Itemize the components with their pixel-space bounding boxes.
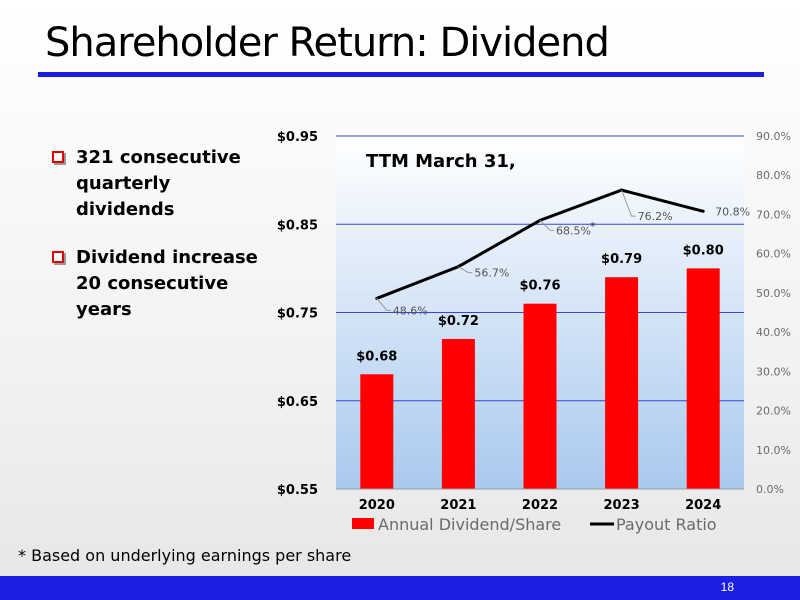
y-right-tick-label: 90.0% [756, 130, 791, 143]
x-tick-label: 2021 [440, 498, 476, 513]
checkbox-bullet-icon [52, 151, 64, 163]
line-data-label: 56.7% [474, 267, 509, 280]
line-data-label: 76.2% [638, 210, 673, 223]
line-data-label: 48.6% [393, 304, 428, 317]
footer-bar: 18 [0, 576, 800, 600]
y-right-tick-label: 70.0% [756, 208, 791, 221]
legend-label-dividend: Annual Dividend/Share [378, 515, 561, 534]
bullet-text: 321 consecutive quarterly dividends [76, 147, 241, 220]
bullet-item: Dividend increase 20 consecutive years [52, 245, 272, 323]
axes: $0.55 $0.65 $0.75 $0.85 $0.95 0.0% 10.0% 20.0% 3… [277, 130, 791, 513]
page-number: 18 [720, 580, 734, 594]
title-underline [38, 72, 764, 77]
chart-annotation: * [590, 220, 596, 233]
checkbox-bullet-icon [52, 251, 64, 263]
bar-data-label: $0.72 [438, 314, 479, 329]
bullet-text: Dividend increase 20 consecutive years [76, 247, 258, 320]
dividend-chart: $0.68 $0.72 $0.76 $0.79 $0.80 48.6% 56.7% 68.5%… [277, 130, 791, 534]
bar-data-label: $0.79 [601, 252, 642, 267]
x-tick-label: 2023 [604, 498, 640, 513]
y-left-tick-label: $0.85 [277, 218, 318, 233]
y-right-tick-label: 60.0% [756, 248, 791, 261]
bar-series [360, 268, 720, 489]
x-tick-label: 2024 [685, 498, 721, 513]
legend: Annual Dividend/Share Payout Ratio [352, 515, 717, 534]
legend-label-payout: Payout Ratio [616, 515, 717, 534]
y-left-tick-label: $0.55 [277, 483, 318, 498]
y-right-tick-label: 40.0% [756, 326, 791, 339]
legend-swatch-dividend [352, 518, 374, 529]
bar [360, 374, 394, 489]
y-right-tick-label: 20.0% [756, 405, 791, 418]
label-leader-line [458, 266, 473, 274]
bullet-item: 321 consecutive quarterly dividends [52, 145, 272, 223]
y-left-tick-label: $0.65 [277, 395, 318, 410]
y-right-tick-label: 30.0% [756, 365, 791, 378]
bar [523, 303, 557, 489]
y-right-tick-label: 0.0% [756, 483, 784, 496]
bar [686, 268, 720, 489]
y-right-tick-label: 10.0% [756, 444, 791, 457]
label-leader-line [621, 189, 636, 217]
slide-title: Shareholder Return: Dividend [45, 20, 610, 66]
y-right-tick-label: 50.0% [756, 287, 791, 300]
bar [605, 277, 639, 489]
bar [441, 338, 475, 489]
chart-title: TTM March 31, [366, 151, 516, 172]
label-leader-line [376, 298, 391, 311]
x-tick-label: 2022 [522, 498, 558, 513]
bar-data-label: $0.76 [519, 279, 560, 294]
label-leader-line [539, 219, 554, 231]
y-left-tick-label: $0.95 [277, 130, 318, 145]
line-data-label: 68.5% [556, 224, 591, 237]
y-right-tick-label: 80.0% [756, 169, 791, 182]
x-tick-label: 2020 [359, 498, 395, 513]
bar-data-label: $0.68 [356, 349, 397, 364]
footnote: * Based on underlying earnings per share [18, 546, 352, 565]
line-data-label: 70.8% [715, 205, 750, 218]
line-point [701, 209, 705, 213]
data-labels: $0.68 $0.72 $0.76 $0.79 $0.80 48.6% 56.7% 68.5%… [356, 189, 750, 364]
y-left-tick-label: $0.75 [277, 307, 318, 322]
bar-data-label: $0.80 [683, 243, 724, 258]
bullet-list: 321 consecutive quarterly dividends Divi… [52, 145, 272, 345]
